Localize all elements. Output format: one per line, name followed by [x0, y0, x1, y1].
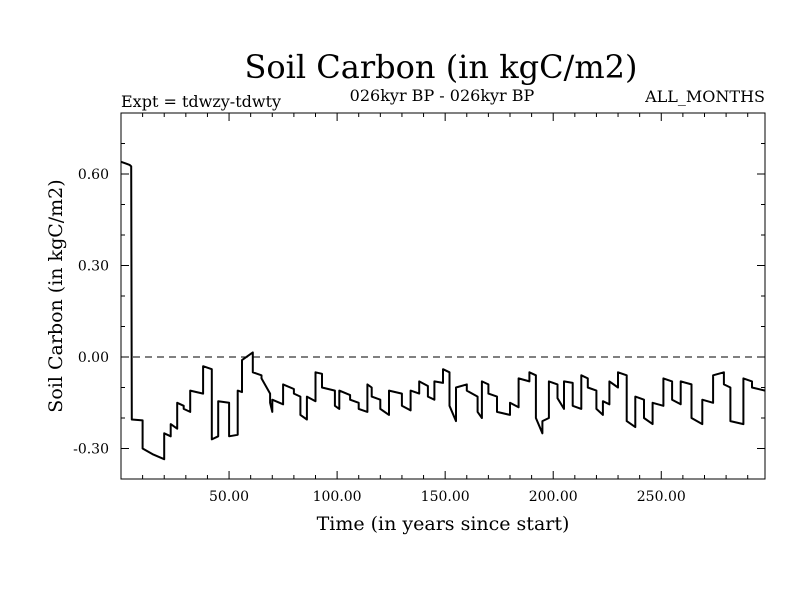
- y-axis-label: Soil Carbon (in kgC/m2): [45, 179, 67, 412]
- y-tick-label: 0.00: [78, 350, 109, 366]
- y-tick-label: 0.30: [78, 259, 109, 275]
- months-label: ALL_MONTHS: [644, 87, 765, 106]
- chart-title: Soil Carbon (in kgC/m2): [244, 48, 637, 86]
- y-tick-label: -0.30: [73, 442, 109, 458]
- x-axis-label: Time (in years since start): [317, 513, 570, 535]
- x-tick-label: 250.00: [637, 489, 686, 505]
- plot-area: 50.00 100.00 150.00 200.00 250.00 -0.30 0.00 0.…: [73, 112, 766, 505]
- x-tick-label: 150.00: [421, 489, 470, 505]
- x-tick-label: 50.00: [209, 489, 249, 505]
- y-tick-label: 0.60: [78, 167, 109, 183]
- x-tick-label: 100.00: [313, 489, 362, 505]
- experiment-label: Expt = tdwzy-tdwty: [121, 92, 281, 111]
- x-tick-label: 200.00: [529, 489, 578, 505]
- period-label: 026kyr BP - 026kyr BP: [350, 86, 535, 105]
- series-line-0: [120, 160, 766, 461]
